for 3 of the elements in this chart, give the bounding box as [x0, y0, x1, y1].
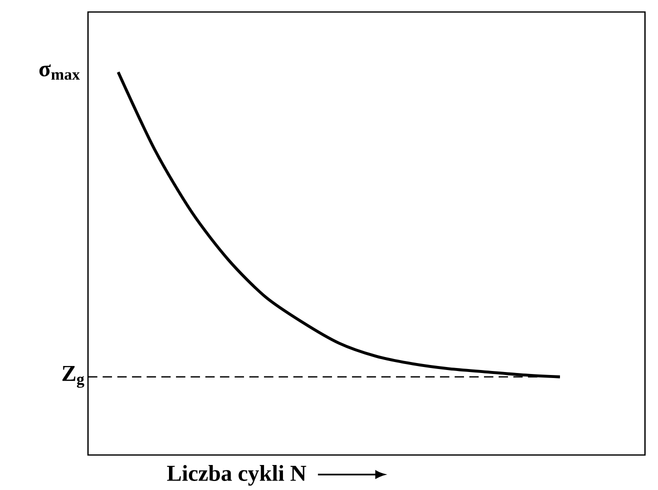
ref-line-label: Z$_{g}$	[62, 366, 84, 388]
x-axis-title: Liczba cykli N	[167, 464, 306, 486]
y-axis-title: σ$_{max}$	[39, 64, 80, 80]
